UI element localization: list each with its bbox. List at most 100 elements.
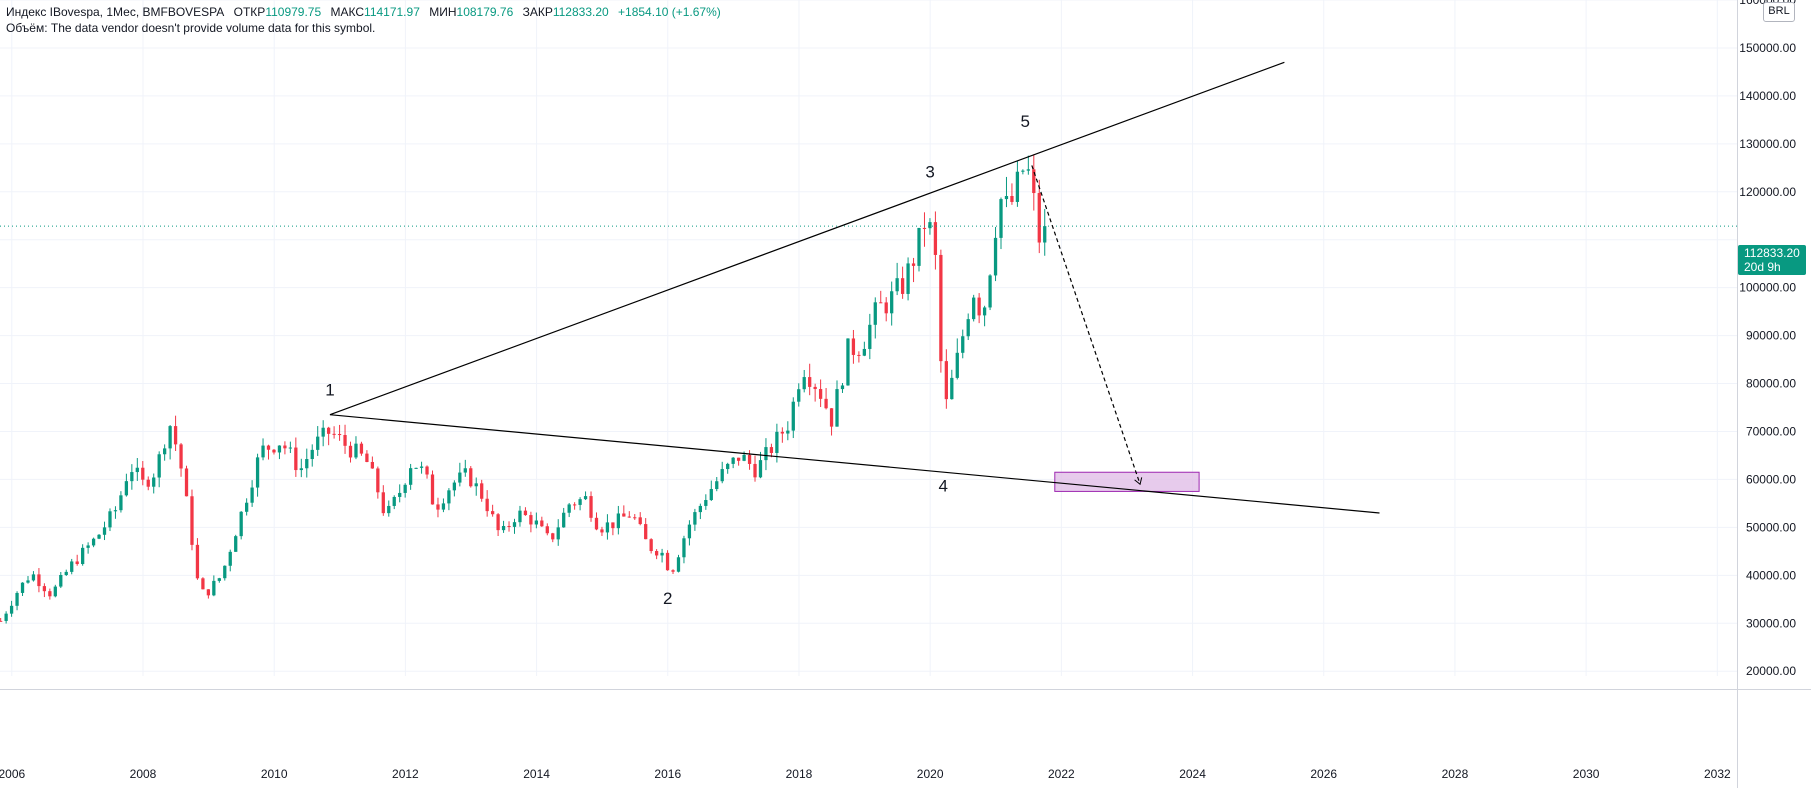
time-tick-label: 2022 [1048, 767, 1075, 781]
candle-body [228, 551, 232, 566]
candle-body [102, 527, 107, 535]
candle-body [124, 481, 129, 496]
price-axis[interactable]: 20000.00 30000.00 40000.00 50000.00 60000.00… [1737, 0, 1797, 788]
candle-body [305, 459, 309, 469]
candle-body [179, 444, 183, 469]
candle-body [430, 474, 435, 505]
candle-body [4, 613, 8, 621]
candle-body [835, 389, 839, 427]
price-tick-label: 30000.00 [1746, 616, 1796, 630]
price-tick-label: 130000.00 [1739, 137, 1796, 151]
price-tick-label: 150000.00 [1739, 41, 1796, 55]
candle-body [638, 517, 642, 525]
candle-body [354, 443, 358, 458]
candle-body [572, 504, 577, 506]
candle-body [747, 454, 752, 464]
candle-body [452, 482, 457, 491]
candle-body [966, 319, 970, 337]
candle-body [288, 447, 293, 449]
candle-body [1043, 226, 1047, 243]
candle-body [501, 525, 506, 531]
current-price-badge: 112833.20 20d 9h [1738, 245, 1806, 275]
candle-body [698, 505, 702, 513]
candle-body [589, 496, 593, 518]
wave-label-2[interactable]: 2 [663, 589, 672, 608]
time-tick-label: 2016 [654, 767, 681, 781]
candle-body [1026, 169, 1030, 171]
candle-body [993, 237, 998, 276]
candle-body [611, 522, 615, 529]
trendline-upper-resistance[interactable] [329, 61, 1285, 416]
candle-body [605, 522, 610, 533]
candle-body [48, 591, 52, 597]
candle-body [879, 302, 883, 304]
candle-body [693, 512, 697, 525]
candle-body [321, 427, 325, 437]
candle-body [283, 445, 287, 449]
candle-body [829, 408, 834, 427]
candle-body [316, 436, 320, 450]
candle-body [141, 467, 145, 480]
candle-body [234, 536, 238, 552]
wave-label-1[interactable]: 1 [325, 381, 334, 400]
candle-body [119, 495, 123, 511]
candle-body [59, 574, 63, 587]
candle-body [846, 338, 850, 386]
target-zone-rect[interactable] [1054, 471, 1200, 492]
candle-body [294, 447, 298, 471]
candle-body [671, 570, 675, 572]
time-axis[interactable]: 2006 2008 2010 2012 2014 2016 2018 2020 2022 2024… [0, 689, 1811, 782]
candle-body [15, 592, 19, 606]
price-tick-label: 40000.00 [1746, 568, 1796, 582]
candle-body [496, 514, 500, 531]
candle-body [764, 447, 768, 461]
open-value: 110979.75 [265, 5, 322, 19]
candle-body [676, 557, 681, 572]
candle-body [359, 443, 364, 454]
candle-body [633, 517, 637, 519]
candle-body [726, 463, 730, 470]
candle-body [190, 496, 194, 545]
candle-body [742, 454, 746, 461]
time-tick-label: 2026 [1310, 767, 1337, 781]
drawing-overlays[interactable]: 1 2 3 4 5 [0, 61, 1737, 608]
candle-body [622, 513, 626, 517]
currency-badge[interactable]: BRL [1763, 2, 1795, 22]
candle-body [9, 605, 14, 614]
candle-body [1037, 193, 1041, 243]
candle-body [736, 457, 741, 461]
candle-body [868, 324, 872, 349]
candle-body [272, 449, 276, 453]
candle-body [173, 426, 178, 445]
wave-label-4[interactable]: 4 [939, 476, 948, 495]
candle-body [130, 472, 134, 482]
candle-body [551, 533, 555, 540]
chart-grid [0, 0, 1737, 676]
candle-body [654, 551, 659, 556]
symbol-name[interactable]: Индекс IBovespa, 1Мес, BMFBOVESPA [6, 5, 225, 19]
candle-body [507, 525, 511, 527]
candle-body [851, 338, 856, 355]
candle-body [277, 445, 282, 453]
candle-body [704, 500, 708, 506]
candle-body [381, 492, 385, 514]
candle-body [567, 504, 571, 513]
candle-body [627, 516, 631, 518]
projection-arrow-line[interactable] [1031, 165, 1141, 485]
candle-body [780, 431, 784, 434]
candle-body [326, 427, 331, 434]
trendline-lower-support[interactable] [329, 414, 1380, 514]
candle-body [649, 539, 653, 552]
time-tick-label: 2018 [786, 767, 813, 781]
volume-legend: Объём: The data vendor doesn't provide v… [6, 21, 375, 35]
candlestick-series [0, 154, 1047, 624]
candle-body [37, 574, 41, 587]
wave-label-5[interactable]: 5 [1021, 112, 1030, 131]
candle-body [988, 275, 992, 308]
candle-body [250, 487, 254, 503]
wave-label-3[interactable]: 3 [925, 162, 934, 181]
candle-body [808, 377, 812, 387]
candle-body [490, 511, 495, 515]
candle-body [31, 574, 36, 581]
